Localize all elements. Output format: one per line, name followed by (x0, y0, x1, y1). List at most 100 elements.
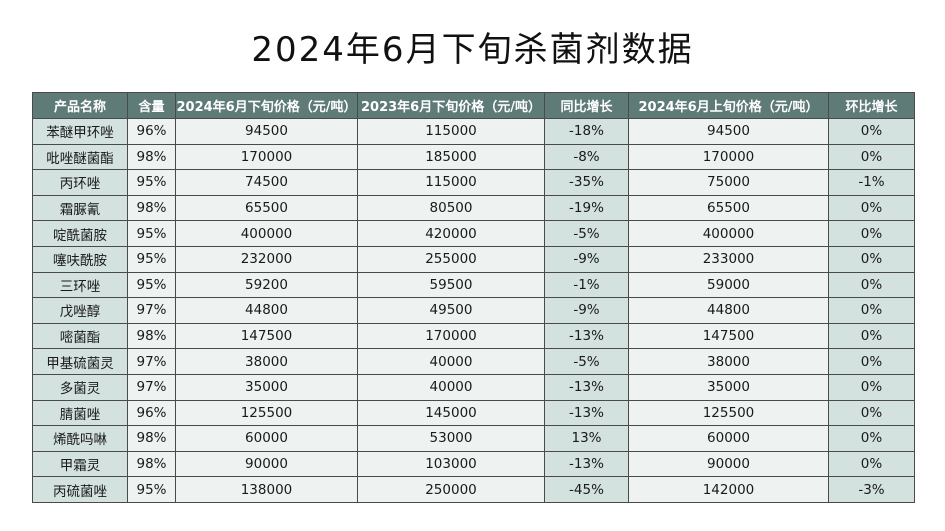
product-name-cell: 霜脲氰 (32, 194, 128, 222)
price-2023-late-june-cell: 255000 (357, 245, 545, 273)
price-2024-late-june-cell: 65500 (175, 194, 358, 222)
header-content: 含量 (127, 92, 176, 119)
price-2024-early-june-cell: 65500 (628, 194, 829, 222)
price-2023-late-june-cell: 80500 (357, 194, 545, 222)
content-cell: 98% (127, 143, 176, 171)
price-2024-late-june-cell: 44800 (175, 297, 358, 324)
product-name-cell: 多菌灵 (32, 373, 128, 401)
product-name-cell: 苯醚甲环唑 (32, 118, 128, 145)
yoy-growth-cell: -45% (544, 476, 629, 503)
yoy-growth-cell: -19% (544, 194, 629, 222)
price-2024-early-june-cell: 94500 (628, 118, 829, 145)
content-cell: 97% (127, 373, 176, 401)
price-2023-late-june-cell: 115000 (357, 118, 545, 145)
table-row: 丙环唑 95% 74500 115000 -35% 75000 -1% (32, 169, 915, 196)
yoy-growth-cell: 13% (544, 425, 629, 452)
price-2023-late-june-cell: 115000 (357, 169, 545, 196)
price-2024-late-june-cell: 125500 (175, 399, 358, 427)
product-name-cell: 啶酰菌胺 (32, 220, 128, 247)
content-cell: 95% (127, 245, 176, 273)
yoy-growth-cell: -5% (544, 220, 629, 247)
table-row: 丙硫菌唑 95% 138000 250000 -45% 142000 -3% (32, 476, 915, 503)
yoy-growth-cell: -35% (544, 169, 629, 196)
product-name-cell: 甲霜灵 (32, 450, 128, 478)
yoy-growth-cell: -5% (544, 348, 629, 375)
mom-growth-cell: 0% (828, 322, 915, 350)
price-2023-late-june-cell: 53000 (357, 425, 545, 452)
price-2024-late-june-cell: 400000 (175, 220, 358, 247)
price-2024-early-june-cell: 142000 (628, 476, 829, 503)
content-cell: 98% (127, 194, 176, 222)
content-cell: 97% (127, 348, 176, 375)
price-2024-early-june-cell: 59000 (628, 271, 829, 299)
price-2023-late-june-cell: 59500 (357, 271, 545, 299)
content-cell: 95% (127, 476, 176, 503)
mom-growth-cell: 0% (828, 450, 915, 478)
price-2024-late-june-cell: 232000 (175, 245, 358, 273)
mom-growth-cell: -3% (828, 476, 915, 503)
price-2023-late-june-cell: 40000 (357, 348, 545, 375)
price-2023-late-june-cell: 145000 (357, 399, 545, 427)
content-cell: 96% (127, 118, 176, 145)
price-2024-late-june-cell: 138000 (175, 476, 358, 503)
content-cell: 97% (127, 297, 176, 324)
content-cell: 95% (127, 220, 176, 247)
mom-growth-cell: 0% (828, 118, 915, 145)
table-row: 戊唑醇 97% 44800 49500 -9% 44800 0% (32, 297, 915, 324)
price-2024-late-june-cell: 60000 (175, 425, 358, 452)
content-cell: 95% (127, 169, 176, 196)
mom-growth-cell: 0% (828, 348, 915, 375)
mom-growth-cell: -1% (828, 169, 915, 196)
product-name-cell: 三环唑 (32, 271, 128, 299)
price-2024-late-june-cell: 94500 (175, 118, 358, 145)
product-name-cell: 戊唑醇 (32, 297, 128, 324)
table-row: 霜脲氰 98% 65500 80500 -19% 65500 0% (32, 194, 915, 222)
header-price-2024-late-june: 2024年6月下旬价格（元/吨） (175, 92, 358, 119)
mom-growth-cell: 0% (828, 271, 915, 299)
content-cell: 96% (127, 399, 176, 427)
price-2023-late-june-cell: 185000 (357, 143, 545, 171)
price-2023-late-june-cell: 49500 (357, 297, 545, 324)
price-2023-late-june-cell: 40000 (357, 373, 545, 401)
price-2024-late-june-cell: 170000 (175, 143, 358, 171)
product-name-cell: 丙硫菌唑 (32, 476, 128, 503)
price-2023-late-june-cell: 170000 (357, 322, 545, 350)
table-row: 苯醚甲环唑 96% 94500 115000 -18% 94500 0% (32, 118, 915, 145)
price-2024-early-june-cell: 233000 (628, 245, 829, 273)
mom-growth-cell: 0% (828, 194, 915, 222)
price-2024-early-june-cell: 125500 (628, 399, 829, 427)
mom-growth-cell: 0% (828, 399, 915, 427)
table-row: 嘧菌酯 98% 147500 170000 -13% 147500 0% (32, 322, 915, 350)
table-row: 噻呋酰胺 95% 232000 255000 -9% 233000 0% (32, 245, 915, 273)
yoy-growth-cell: -8% (544, 143, 629, 171)
price-2024-late-june-cell: 59200 (175, 271, 358, 299)
price-2024-early-june-cell: 90000 (628, 450, 829, 478)
table-header-row: 产品名称 含量 2024年6月下旬价格（元/吨） 2023年6月下旬价格（元/吨） 同比… (32, 92, 915, 119)
yoy-growth-cell: -9% (544, 297, 629, 324)
price-2024-late-june-cell: 38000 (175, 348, 358, 375)
mom-growth-cell: 0% (828, 143, 915, 171)
table-row: 吡唑醚菌酯 98% 170000 185000 -8% 170000 0% (32, 143, 915, 171)
yoy-growth-cell: -1% (544, 271, 629, 299)
table-row: 啶酰菌胺 95% 400000 420000 -5% 400000 0% (32, 220, 915, 247)
table-row: 三环唑 95% 59200 59500 -1% 59000 0% (32, 271, 915, 299)
table-row: 腈菌唑 96% 125500 145000 -13% 125500 0% (32, 399, 915, 427)
price-2024-late-june-cell: 147500 (175, 322, 358, 350)
table-row: 烯酰吗啉 98% 60000 53000 13% 60000 0% (32, 425, 915, 452)
price-2024-late-june-cell: 35000 (175, 373, 358, 401)
product-name-cell: 丙环唑 (32, 169, 128, 196)
yoy-growth-cell: -9% (544, 245, 629, 273)
price-2024-early-june-cell: 35000 (628, 373, 829, 401)
price-table: 产品名称 含量 2024年6月下旬价格（元/吨） 2023年6月下旬价格（元/吨） 同比… (32, 92, 915, 503)
yoy-growth-cell: -18% (544, 118, 629, 145)
price-2024-late-june-cell: 90000 (175, 450, 358, 478)
header-price-2024-early-june: 2024年6月上旬价格（元/吨） (628, 92, 829, 119)
yoy-growth-cell: -13% (544, 450, 629, 478)
product-name-cell: 吡唑醚菌酯 (32, 143, 128, 171)
price-2024-early-june-cell: 44800 (628, 297, 829, 324)
price-2024-early-june-cell: 60000 (628, 425, 829, 452)
header-price-2023-late-june: 2023年6月下旬价格（元/吨） (357, 92, 545, 119)
price-2024-late-june-cell: 74500 (175, 169, 358, 196)
mom-growth-cell: 0% (828, 220, 915, 247)
price-2024-early-june-cell: 400000 (628, 220, 829, 247)
